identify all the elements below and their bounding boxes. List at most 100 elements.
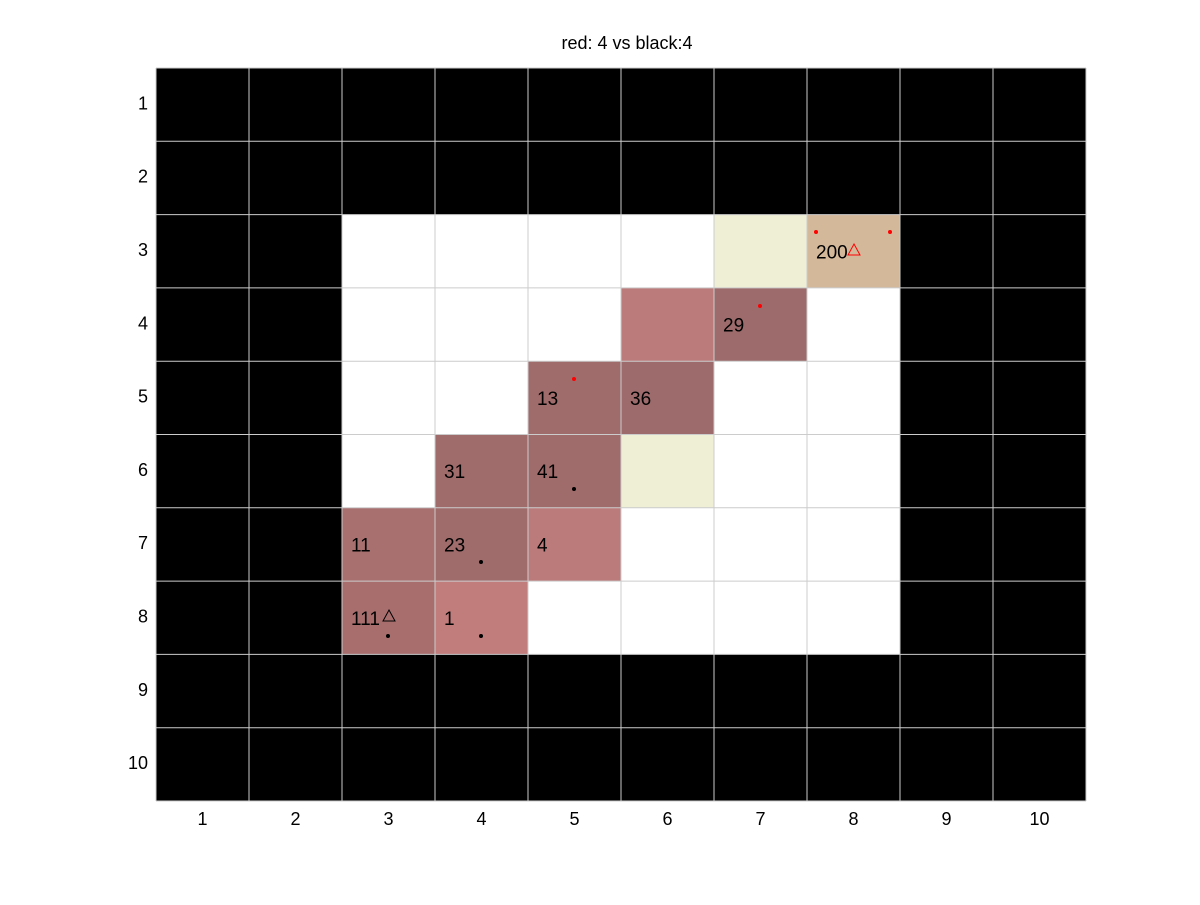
cell [528,68,621,142]
cell [249,507,342,582]
cell [156,581,249,655]
cell [342,434,435,508]
row-label: 1 [138,93,148,113]
cell [900,214,993,288]
col-label: 6 [662,809,672,829]
cell-label: 11 [351,535,371,556]
cell [342,727,435,801]
cell [249,214,342,288]
cell [621,141,714,215]
cell [435,214,528,288]
piece-dot [758,304,762,308]
cell [249,654,342,728]
cell [621,654,714,728]
cell [249,434,342,508]
piece-dot [814,230,818,234]
cell [714,654,807,728]
cell [528,434,621,508]
cell [900,727,993,801]
cell [528,214,621,288]
cell [807,654,900,728]
cell-label: 13 [537,389,558,410]
cell [342,361,435,435]
cell [156,68,249,142]
cell [156,507,249,582]
cell [900,507,993,582]
row-label: 3 [138,240,148,260]
cell-label: 36 [630,389,651,410]
cell-label: 41 [537,462,558,483]
piece-dot [479,634,483,638]
cell [807,214,900,288]
row-label: 2 [138,167,148,187]
cell [156,654,249,728]
cell [435,507,528,582]
cell [807,68,900,142]
cell [993,68,1086,142]
cell [993,581,1086,655]
cell [156,141,249,215]
col-label: 10 [1029,809,1049,829]
cell [621,727,714,801]
row-label: 7 [138,533,148,553]
cell [156,361,249,435]
cell [714,507,807,582]
cell [993,507,1086,582]
cell [807,141,900,215]
col-label: 5 [569,809,579,829]
cell [621,287,714,362]
cell [807,581,900,655]
cell [435,654,528,728]
cell [993,727,1086,801]
cell [435,361,528,435]
col-label: 9 [941,809,951,829]
cell [900,434,993,508]
cell [621,507,714,582]
cell [342,214,435,288]
cell [993,434,1086,508]
cell [807,727,900,801]
cell [342,287,435,362]
row-label: 9 [138,680,148,700]
cell [807,287,900,362]
cell [807,361,900,435]
row-label: 6 [138,460,148,480]
row-label: 10 [128,753,148,773]
cell [435,581,528,655]
cell [528,727,621,801]
cell [621,434,714,508]
col-label: 1 [197,809,207,829]
piece-dot [572,487,576,491]
cell [993,654,1086,728]
col-label: 2 [290,809,300,829]
cell [528,141,621,215]
cell [900,581,993,655]
cell [342,654,435,728]
cell [249,361,342,435]
piece-dot [572,377,576,381]
cell [993,141,1086,215]
cell-label: 31 [444,462,465,483]
cell [714,214,807,288]
cell [714,68,807,142]
cell [342,507,435,582]
piece-dot [888,230,892,234]
cell [900,287,993,362]
cell [249,727,342,801]
cell [528,507,621,582]
cell [714,434,807,508]
cell-label: 1 [444,609,455,630]
row-label: 5 [138,387,148,407]
cell [342,68,435,142]
col-label: 7 [755,809,765,829]
cell [156,214,249,288]
cell [807,434,900,508]
col-label: 3 [383,809,393,829]
piece-dot [386,634,390,638]
row-label: 8 [138,607,148,627]
cell [528,654,621,728]
cell-label: 23 [444,535,465,556]
cell [249,287,342,362]
title: red: 4 vs black:4 [561,33,692,53]
cell [621,68,714,142]
